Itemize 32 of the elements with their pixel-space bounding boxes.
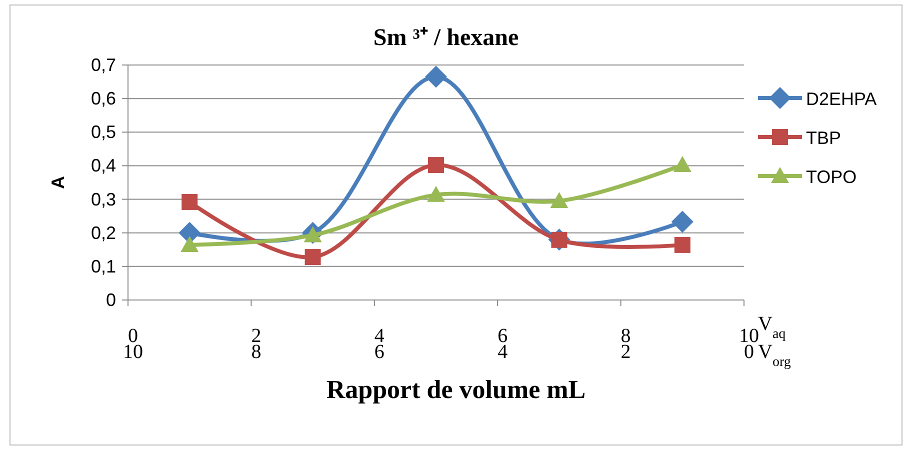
y-tick-label: 0,6 [90, 88, 116, 109]
x2-tick-label: 6 [374, 341, 384, 363]
point [550, 192, 568, 208]
y-tick-label: 0 [106, 290, 116, 310]
x2-tick-label: 10 [123, 341, 143, 363]
x-axis-title: Rapport de volume mL [326, 375, 586, 404]
chart-title: Sm ³⁺ / hexane [373, 25, 519, 51]
legend-label: TOPO [806, 167, 857, 187]
point [427, 186, 445, 202]
text: V$_{aq}$ [758, 313, 786, 342]
point [304, 249, 321, 266]
y-axis-title: A [48, 176, 68, 189]
y-tick-label: 0,4 [90, 156, 116, 176]
y-tick-label: 0,7 [90, 55, 116, 75]
point [425, 66, 447, 88]
point [182, 194, 198, 210]
point [180, 236, 199, 252]
y-tick-label: 0,3 [90, 189, 116, 210]
legend-label: D2EHPA [806, 89, 877, 109]
x2-axis-title: V$_{org}$ [758, 341, 791, 370]
legend-label: TBP [806, 128, 842, 148]
x2-tick-label: 8 [251, 341, 262, 363]
y-tick-label: 0,2 [90, 222, 116, 243]
x2-tick-label: 0 [744, 341, 754, 363]
point [671, 210, 694, 233]
y-tick-label: 0,5 [90, 122, 116, 142]
point [673, 156, 692, 172]
point [428, 157, 444, 174]
point [674, 236, 690, 253]
x2-tick-label: 4 [498, 341, 508, 363]
y-tick-label: 0,1 [90, 256, 116, 276]
x2-tick-label: 2 [620, 341, 631, 363]
